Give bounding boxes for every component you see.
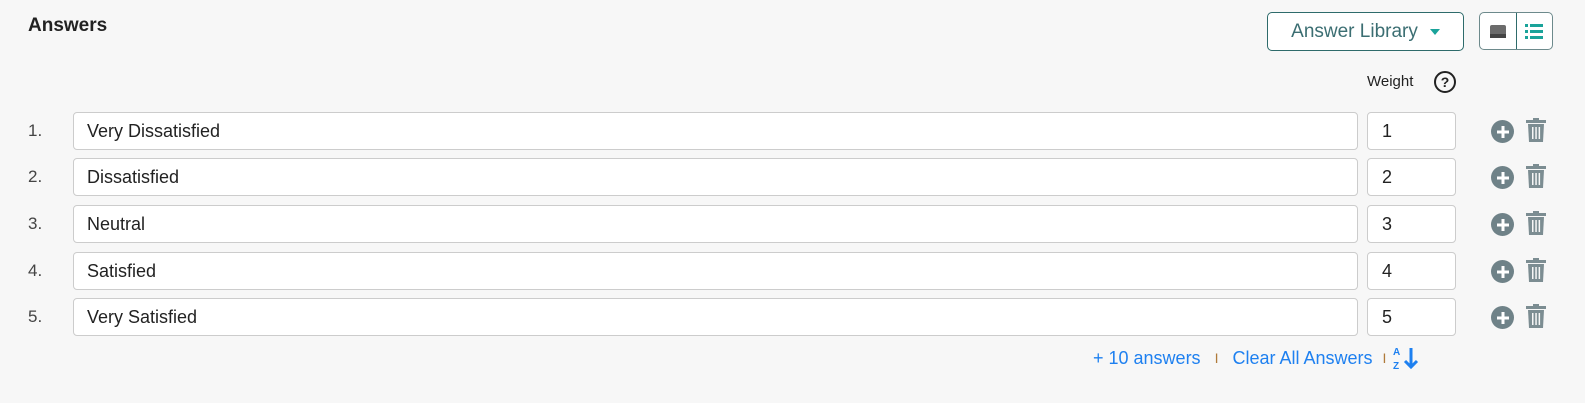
answer-number: 5.: [28, 307, 43, 326]
answer-text-input[interactable]: Dissatisfied: [73, 158, 1358, 196]
answer-weight-input[interactable]: [1367, 112, 1456, 150]
answer-text-input[interactable]: Very Dissatisfied: [73, 112, 1358, 150]
answer-number: 1.: [28, 121, 43, 140]
section-title: Answers: [28, 15, 108, 36]
answer-row: 5. Very Satisfied: [0, 298, 1585, 336]
list-view-button[interactable]: [1515, 13, 1553, 49]
card-view-icon: [1489, 24, 1506, 38]
add-answer-icon[interactable]: [1491, 166, 1514, 189]
answer-library-dropdown[interactable]: Answer Library: [1267, 12, 1464, 51]
trash-icon[interactable]: [1526, 118, 1546, 142]
answer-row: 3. Neutral: [0, 205, 1585, 243]
separator: I: [1214, 350, 1219, 366]
sort-az-icon[interactable]: AZ: [1392, 345, 1422, 371]
answer-weight-input[interactable]: [1367, 252, 1456, 290]
svg-text:Z: Z: [1393, 361, 1399, 371]
weight-label: Weight: [1367, 73, 1414, 90]
add-answer-icon[interactable]: [1491, 306, 1514, 329]
answer-row: 2. Dissatisfied: [0, 158, 1585, 196]
caret-down-icon: [1429, 28, 1440, 35]
trash-icon[interactable]: [1526, 164, 1546, 188]
answer-text-input[interactable]: Satisfied: [73, 252, 1358, 290]
answer-number: 2.: [28, 167, 43, 186]
separator: I: [1382, 350, 1387, 366]
answer-weight-input[interactable]: [1367, 205, 1456, 243]
answer-number: 4.: [28, 261, 43, 280]
trash-icon[interactable]: [1526, 304, 1546, 328]
view-toggle: [1479, 12, 1553, 50]
add-answer-icon[interactable]: [1491, 260, 1514, 283]
add-answer-icon[interactable]: [1491, 120, 1514, 143]
answer-text-input[interactable]: Very Satisfied: [73, 298, 1358, 336]
svg-text:A: A: [1393, 347, 1400, 358]
answer-row: 1. Very Dissatisfied: [0, 112, 1585, 150]
answer-text-input[interactable]: Neutral: [73, 205, 1358, 243]
trash-icon[interactable]: [1526, 211, 1546, 235]
answer-library-label: Answer Library: [1291, 20, 1418, 42]
card-view-button[interactable]: [1480, 13, 1516, 49]
trash-icon[interactable]: [1526, 258, 1546, 282]
add-10-answers-link[interactable]: + 10 answers: [1093, 347, 1201, 368]
list-view-icon: [1525, 23, 1544, 39]
answer-row: 4. Satisfied: [0, 252, 1585, 290]
answer-weight-input[interactable]: [1367, 158, 1456, 196]
add-answer-icon[interactable]: [1491, 213, 1514, 236]
help-icon[interactable]: ?: [1434, 71, 1456, 93]
clear-all-answers-link[interactable]: Clear All Answers: [1232, 347, 1373, 368]
answer-weight-input[interactable]: [1367, 298, 1456, 336]
answer-number: 3.: [28, 214, 43, 233]
